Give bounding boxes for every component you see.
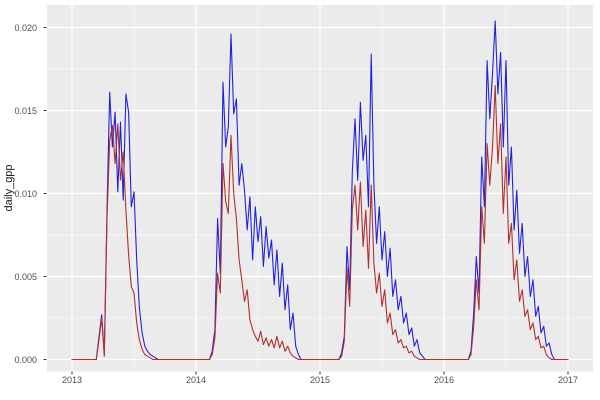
x-tick-label: 2013 xyxy=(61,375,83,385)
x-tick-label: 2016 xyxy=(433,375,455,385)
y-tick-label: 0.005 xyxy=(14,271,37,282)
y-tick-label: 0.015 xyxy=(14,105,37,116)
x-tick-label: 2014 xyxy=(185,375,207,385)
series-line-gpp-red xyxy=(71,85,569,361)
x-tick-label: 2017 xyxy=(557,375,579,385)
y-tick-label: 0.020 xyxy=(14,22,37,33)
y-tick-label: 0.010 xyxy=(14,188,37,199)
x-tick-label: 2015 xyxy=(309,375,331,385)
y-tick-label: 0.000 xyxy=(14,354,37,365)
